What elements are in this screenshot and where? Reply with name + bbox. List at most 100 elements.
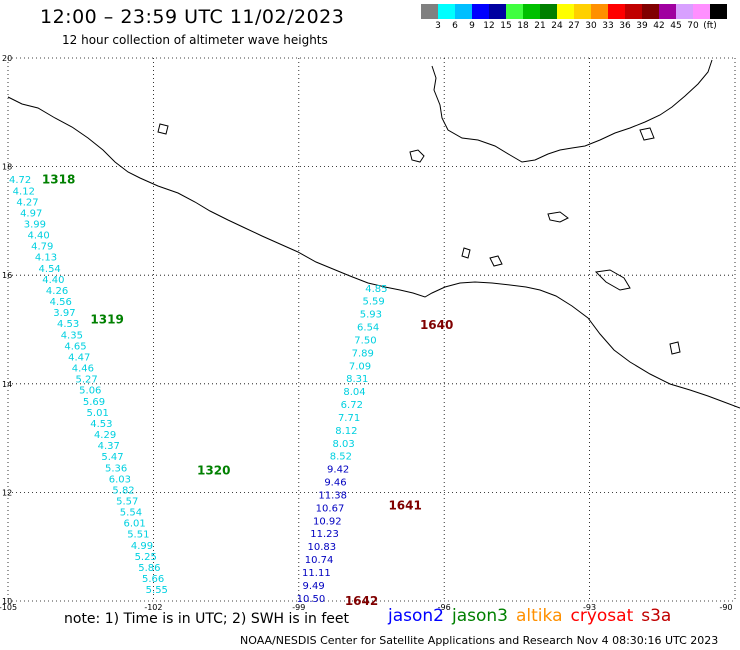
coastline (7, 59, 740, 409)
wave-height-value: 6.01 (123, 519, 145, 530)
wave-height-value: 9.49 (303, 581, 325, 592)
lake-small-5 (461, 247, 471, 259)
wave-height-value: 5.27 (75, 375, 97, 386)
wave-height-value: 5.01 (87, 408, 109, 419)
legend-swatch (489, 4, 506, 19)
wave-height-value: 4.85 (365, 284, 387, 295)
wave-height-value: 4.72 (9, 175, 31, 186)
lake-small-6 (669, 341, 681, 355)
longitude-label: -90 (719, 603, 732, 612)
pass-time-label: 1319 (90, 313, 123, 327)
lake-small-7 (639, 127, 655, 141)
legend-swatch (574, 4, 591, 19)
lake-small-3 (594, 269, 631, 291)
legend-color-bar (421, 4, 727, 19)
wave-height-value: 5.47 (101, 452, 123, 463)
wave-height-value: 5.66 (142, 574, 164, 585)
wave-height-value: 11.38 (318, 490, 347, 501)
latitude-label: 14 (2, 380, 12, 389)
legend-label: 18 (517, 21, 529, 31)
wave-height-value: 5.36 (105, 463, 127, 474)
island-small (157, 123, 169, 135)
legend-swatch (455, 4, 472, 19)
wave-height-value: 4.53 (57, 319, 79, 330)
wave-height-value: 10.67 (316, 503, 345, 514)
wave-height-value: 4.29 (94, 430, 116, 441)
pacific-coastline (7, 96, 740, 409)
wave-height-value: 4.46 (72, 364, 94, 375)
wave-height-legend: 3 6 9 12 15 18 21 24 27 30 33 36 39 42 45 70 (ft) (421, 4, 727, 35)
legend-label: (ft) (703, 21, 717, 31)
legend-swatch (523, 4, 540, 19)
legend-swatch (591, 4, 608, 19)
lake-small-2 (547, 211, 569, 223)
legend-label: 24 (551, 21, 563, 31)
wave-height-value: 11.23 (310, 529, 339, 540)
legend-swatch (625, 4, 642, 19)
wave-height-value: 3.99 (24, 219, 46, 230)
wave-height-value: 4.27 (16, 197, 38, 208)
legend-label: 27 (568, 21, 580, 31)
wave-height-value: 7.89 (352, 348, 374, 359)
gulf-coastline (431, 59, 713, 163)
wave-height-value: 4.65 (64, 341, 86, 352)
legend-swatch (472, 4, 489, 19)
wave-height-value: 5.57 (116, 496, 138, 507)
legend-label: 30 (585, 21, 597, 31)
wave-height-value: 4.37 (98, 441, 120, 452)
pass-time-label: 1318 (42, 173, 75, 187)
latitude-label: 20 (2, 54, 12, 63)
legend-label: 9 (469, 21, 475, 31)
wave-height-value: 4.13 (35, 253, 57, 264)
wave-height-value: 6.72 (341, 400, 363, 411)
lake-small-4 (489, 255, 503, 267)
wave-height-value: 5.69 (83, 397, 105, 408)
legend-label: 39 (636, 21, 648, 31)
legend-label: 42 (653, 21, 665, 31)
legend-label: 6 (452, 21, 458, 31)
legend-swatch (676, 4, 693, 19)
legend-label: 3 (435, 21, 441, 31)
legend-swatch (608, 4, 625, 19)
wave-height-value: 6.54 (357, 323, 379, 334)
wave-height-value: 4.40 (27, 231, 49, 242)
wave-height-value: 4.99 (131, 541, 153, 552)
wave-height-value: 7.50 (354, 335, 376, 346)
wave-height-value: 4.35 (61, 330, 83, 341)
satellite-jason3: jason3 (452, 606, 508, 626)
wave-height-value: 7.09 (349, 361, 371, 372)
wave-height-value: 5.82 (112, 485, 134, 496)
legend-swatch (421, 4, 438, 19)
wave-height-value: 9.46 (324, 478, 346, 489)
pass-time-label: 1320 (197, 464, 230, 478)
map-subtitle: 12 hour collection of altimeter wave hei… (62, 33, 328, 47)
longitude-label: -99 (292, 603, 305, 612)
legend-label: 70 (687, 21, 699, 31)
legend-labels: 3 6 9 12 15 18 21 24 27 30 33 36 39 42 45 70 (ft) (421, 21, 727, 35)
map-title: 12:00 – 23:59 UTC 11/02/2023 (40, 6, 345, 28)
note-text: note: 1) Time is in UTC; 2) SWH is in fe… (64, 611, 350, 627)
pass-time-label: 1640 (420, 318, 453, 332)
wave-height-value: 10.50 (297, 594, 326, 605)
longitude-label: -93 (583, 603, 596, 612)
wave-height-value: 4.97 (20, 208, 42, 219)
legend-label: 36 (619, 21, 631, 31)
legend-label: 21 (534, 21, 546, 31)
legend-swatch (540, 4, 557, 19)
wave-height-value: 6.03 (109, 474, 131, 485)
lake-small (409, 149, 425, 163)
wave-height-value: 8.31 (346, 374, 368, 385)
footer-credit: NOAA/NESDIS Center for Satellite Applica… (240, 634, 719, 647)
pass-time-label: 1641 (388, 498, 421, 512)
altimeter-track-values: 4.724.124.274.973.994.404.794.134.544.40… (9, 175, 387, 605)
legend-label: 45 (670, 21, 682, 31)
legend-swatch (557, 4, 574, 19)
latitude-label: 12 (2, 488, 12, 497)
satellite-s3a: s3a (641, 606, 672, 626)
wave-height-value: 4.40 (42, 275, 64, 286)
latitude-label: 16 (2, 271, 12, 280)
pass-number-labels: 1318 1319 1320 1640 1641 1642 (42, 173, 453, 608)
wave-height-value: 8.52 (330, 452, 352, 463)
wave-height-value: 8.12 (335, 426, 357, 437)
